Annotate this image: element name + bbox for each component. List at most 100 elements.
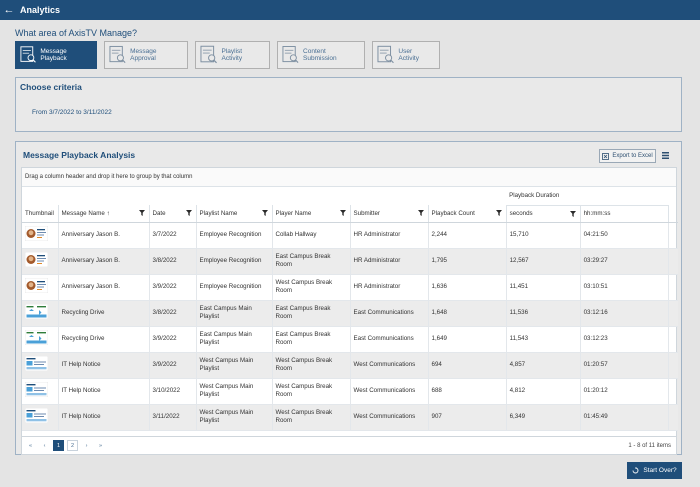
cell-player: East Campus Break Room [272,300,351,327]
restart-icon [632,467,639,474]
cell-count: 1,649 [428,326,507,353]
start-over-label: Start Over? [643,467,677,474]
cell-hms: 03:12:23 [580,326,669,353]
cell-thumbnail [22,352,59,379]
cell-gutter [668,248,679,275]
playback-table: Playback Duration Thumbnail Message Name … [22,187,679,431]
table-row[interactable]: IT Help Notice 3/10/2022 West Campus Main … [22,378,679,405]
scroll-gutter-header [668,205,679,223]
cell-seconds: 6,349 [506,404,581,431]
column-menu-icon[interactable] [662,152,669,159]
table-row[interactable]: IT Help Notice 3/9/2022 West Campus Main P… [22,352,679,379]
cell-message: IT Help Notice [58,352,150,379]
cell-date: 3/10/2022 [149,378,197,405]
cell-gutter [668,274,679,301]
column-header-seconds[interactable]: seconds [506,205,581,223]
area-selector: Message Playback Message Approval Playlist… [15,41,440,69]
cell-seconds: 4,857 [506,352,581,379]
cell-gutter [668,326,679,353]
cell-player: West Campus Break Room [272,274,351,301]
filter-icon[interactable] [261,210,268,217]
cell-date: 3/8/2022 [149,248,197,275]
column-header-label: Thumbnail [25,209,54,217]
last-page-button[interactable]: » [98,442,103,449]
cell-date: 3/8/2022 [149,300,197,327]
page-number-button[interactable]: 2 [67,440,78,451]
cell-gutter [668,352,679,379]
message-playback-icon [20,46,36,63]
next-page-button[interactable]: › [85,442,88,449]
cell-submitter: HR Administrator [350,248,429,275]
cell-submitter: East Communications [350,326,429,353]
filter-icon[interactable] [417,210,424,217]
cell-date: 3/9/2022 [149,274,197,301]
table-row[interactable]: Recycling Drive 3/9/2022 East Campus Main … [22,326,679,353]
area-tile-message-approval[interactable]: Message Approval [104,41,188,69]
prev-page-button[interactable]: ‹ [43,442,46,449]
column-header-message-name[interactable]: Message Name ↑ [58,205,150,223]
area-tile-label: Message Playback [40,48,67,62]
filter-icon[interactable] [569,210,576,217]
criteria-date-range[interactable]: From 3/7/2022 to 3/11/2022 [32,109,112,116]
area-tile-user-activity[interactable]: User Activity [372,41,440,69]
filter-icon[interactable] [185,210,192,217]
analysis-title: Message Playback Analysis [23,150,136,160]
cell-playlist: West Campus Main Playlist [196,378,273,405]
table-row[interactable]: Anniversary Jason B. 3/9/2022 Employee Rec… [22,274,679,301]
content-submission-icon [282,46,299,63]
area-tile-message-playback[interactable]: Message Playback [15,41,97,69]
area-question: What area of AxisTV Manage? [15,28,138,38]
filter-icon[interactable] [138,210,145,217]
filter-icon[interactable] [339,210,346,217]
area-tile-content-submission[interactable]: Content Submission [277,41,365,69]
area-tile-label: Playlist Activity [221,48,243,62]
table-row[interactable]: Recycling Drive 3/8/2022 East Campus Main … [22,300,679,327]
cell-message: Recycling Drive [58,326,150,353]
anniversary-thumbnail [25,251,48,267]
arrow-left-icon[interactable]: ← [3,4,15,16]
cell-date: 3/9/2022 [149,352,197,379]
it-help-thumbnail [25,381,48,397]
table-row[interactable]: Anniversary Jason B. 3/8/2022 Employee Rec… [22,248,679,275]
area-tile-playlist-activity[interactable]: Playlist Activity [195,41,270,69]
column-header-thumbnail[interactable]: Thumbnail [22,205,59,223]
column-header-date[interactable]: Date [149,205,197,223]
cell-message: Recycling Drive [58,300,150,327]
column-header-submitter[interactable]: Submitter [350,205,429,223]
anniversary-thumbnail [25,225,48,241]
playlist-activity-icon [200,45,217,64]
cell-submitter: West Communications [350,378,429,405]
table-row[interactable]: IT Help Notice 3/11/2022 West Campus Main … [22,404,679,431]
area-tile-label: Message Approval [130,48,157,62]
table-row[interactable]: Anniversary Jason B. 3/7/2022 Employee Rec… [22,222,679,249]
cell-count: 2,244 [428,222,507,249]
cell-hms: 01:45:49 [580,404,669,431]
cell-thumbnail [22,300,59,327]
cell-player: East Campus Break Room [272,326,351,353]
cell-submitter: East Communications [350,300,429,327]
cell-gutter [668,404,679,431]
cell-seconds: 4,812 [506,378,581,405]
column-header-player-name[interactable]: Player Name [272,205,351,223]
cell-hms: 03:12:16 [580,300,669,327]
cell-playlist: West Campus Main Playlist [196,352,273,379]
playback-duration-header: Playback Duration [506,187,669,206]
column-header-label: Playback Count [431,209,475,217]
export-to-excel-button[interactable]: Export to Excel [599,149,656,163]
cell-player: West Campus Break Room [272,352,351,379]
first-page-button[interactable]: « [28,442,33,449]
cell-message: Anniversary Jason B. [58,222,150,249]
cell-message: IT Help Notice [58,378,150,405]
column-header-playlist-name[interactable]: Playlist Name [196,205,273,223]
cell-gutter [668,378,679,405]
column-header-playback-count[interactable]: Playback Count [428,205,507,223]
cell-gutter [668,222,679,249]
filter-icon[interactable] [495,210,502,217]
cell-submitter: HR Administrator [350,274,429,301]
start-over-button[interactable]: Start Over? [627,462,682,479]
cell-date: 3/9/2022 [149,326,197,353]
column-header-hh-mm-ss[interactable]: hh:mm:ss [580,205,669,223]
group-drop-zone[interactable]: Drag a column header and drop it here to… [22,168,676,187]
page-number-button[interactable]: 1 [53,440,64,451]
